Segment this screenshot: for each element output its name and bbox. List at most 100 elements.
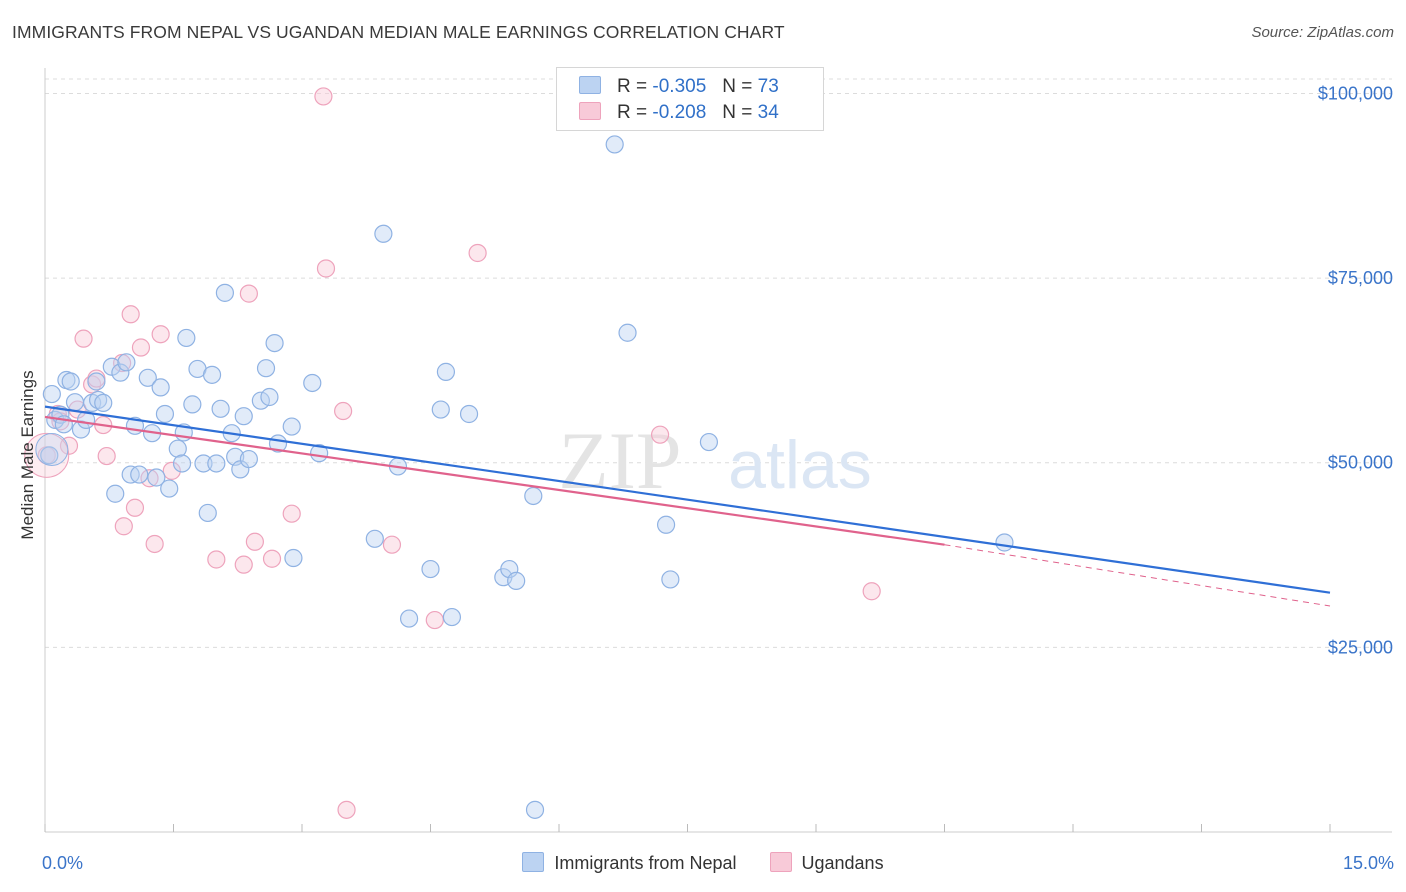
- ugandans-point: [131, 338, 151, 357]
- nepal-point: [995, 533, 1014, 552]
- r-label: R =: [617, 102, 648, 123]
- watermark: ZIP atlas: [559, 415, 872, 506]
- ugandans-point: [382, 535, 402, 554]
- nepal-swatch-icon: [579, 76, 601, 94]
- y-tick-labels: $25,000 $50,000 $75,000 $100,000: [1318, 83, 1393, 657]
- nepal-point-large: [35, 432, 69, 466]
- nepal-point: [202, 365, 222, 384]
- legend-item-nepal[interactable]: Immigrants from Nepal: [522, 852, 736, 874]
- correlation-legend: R = -0.305 N = 73 R = -0.208 N = 34: [556, 67, 824, 131]
- x-tick-label-end: 15.0%: [1343, 853, 1394, 873]
- nepal-point: [111, 363, 130, 382]
- y-tick-label: $25,000: [1328, 637, 1393, 657]
- y-axis-label: Median Male Earnings: [18, 370, 37, 539]
- ugandans-swatch-icon: [579, 102, 601, 120]
- nepal-point: [442, 607, 462, 627]
- ugandans-point: [114, 517, 133, 536]
- nepal-point: [234, 407, 253, 426]
- axes: [44, 68, 1392, 833]
- nepal-point: [256, 359, 276, 378]
- nepal-point: [155, 404, 175, 424]
- nepal-point: [421, 559, 440, 579]
- nepal-trend-line: [44, 405, 1331, 594]
- legend-item-ugandans[interactable]: Ugandans: [769, 852, 884, 874]
- nepal-point: [365, 529, 384, 548]
- n-label: N =: [722, 76, 753, 97]
- ugandans-point: [140, 469, 159, 488]
- nepal-point: [507, 571, 526, 590]
- nepal-points: [35, 135, 1014, 819]
- ugandans-legend-icon: [769, 852, 792, 872]
- ugandans-point: [74, 329, 93, 348]
- ugandans-point: [337, 800, 356, 819]
- nepal-point: [436, 362, 456, 381]
- nepal-point: [42, 384, 61, 404]
- ugandans-point: [162, 461, 181, 480]
- series-legend: Immigrants from Nepal Ugandans: [0, 852, 1406, 874]
- nepal-point: [284, 548, 303, 568]
- nepal-point: [618, 323, 637, 342]
- watermark-atlas: atlas: [728, 427, 872, 503]
- nepal-point: [605, 135, 624, 154]
- nepal-point: [65, 393, 85, 412]
- nepal-point: [94, 393, 113, 413]
- nepal-point: [656, 515, 676, 534]
- y-tick-label: $100,000: [1318, 83, 1393, 103]
- nepal-point: [198, 503, 217, 523]
- nepal-point: [215, 283, 234, 302]
- nepal-point: [177, 328, 196, 348]
- nepal-point: [89, 390, 108, 410]
- nepal-point: [524, 486, 543, 506]
- nepal-point: [87, 372, 106, 391]
- nepal-point: [168, 439, 187, 458]
- nepal-legend-icon: [522, 852, 545, 872]
- ugandans-point: [262, 549, 282, 568]
- legend-row-nepal: R = -0.305 N = 73: [579, 76, 779, 98]
- nepal-point: [399, 609, 419, 628]
- legend-ugandans-label: Ugandans: [801, 853, 884, 873]
- nepal-point: [303, 373, 322, 393]
- nepal-point: [130, 465, 149, 484]
- ugandans-point: [97, 446, 116, 466]
- nepal-point: [265, 333, 284, 353]
- legend-nepal-label: Immigrants from Nepal: [554, 853, 737, 873]
- ugandans-point: [468, 243, 487, 263]
- nepal-point: [40, 446, 59, 465]
- nepal-point: [374, 224, 393, 243]
- nepal-point: [282, 417, 301, 436]
- ugandans-point: [125, 498, 145, 517]
- nepal-point: [207, 454, 226, 473]
- nepal-point: [699, 432, 719, 452]
- nepal-r-value: -0.305: [652, 76, 707, 97]
- ugandans-point: [314, 87, 333, 106]
- ugandans-point: [862, 582, 881, 601]
- nepal-point: [160, 479, 179, 498]
- ugandans-point: [245, 532, 264, 551]
- y-tick-label: $75,000: [1328, 268, 1393, 288]
- nepal-point: [661, 570, 680, 589]
- ugandans-point: [145, 534, 164, 554]
- ugandans-point: [151, 325, 170, 344]
- nepal-point: [194, 454, 213, 473]
- nepal-point: [61, 372, 80, 391]
- nepal-point: [106, 484, 125, 503]
- nepal-point: [260, 387, 279, 407]
- ugandans-point-large: [24, 432, 70, 478]
- nepal-point: [147, 468, 166, 487]
- chart-title: IMMIGRANTS FROM NEPAL VS UGANDAN MEDIAN …: [12, 22, 785, 42]
- r-label: R =: [617, 76, 648, 97]
- nepal-point: [183, 395, 202, 414]
- trend-lines: [44, 405, 1331, 607]
- y-tick-label: $50,000: [1328, 453, 1393, 473]
- nepal-n-value: 73: [757, 76, 779, 97]
- legend-row-ugandans: R = -0.208 N = 34: [579, 102, 779, 124]
- nepal-point: [211, 399, 230, 418]
- ugandans-trend-line: [44, 415, 945, 546]
- nepal-point: [117, 353, 136, 372]
- nepal-point: [431, 400, 450, 419]
- ugandans-point: [650, 425, 670, 444]
- nepal-point: [172, 454, 192, 473]
- source-label: Source: ZipAtlas.com: [1251, 24, 1394, 41]
- ugandans-point: [282, 504, 301, 523]
- ugandans-point: [425, 610, 444, 630]
